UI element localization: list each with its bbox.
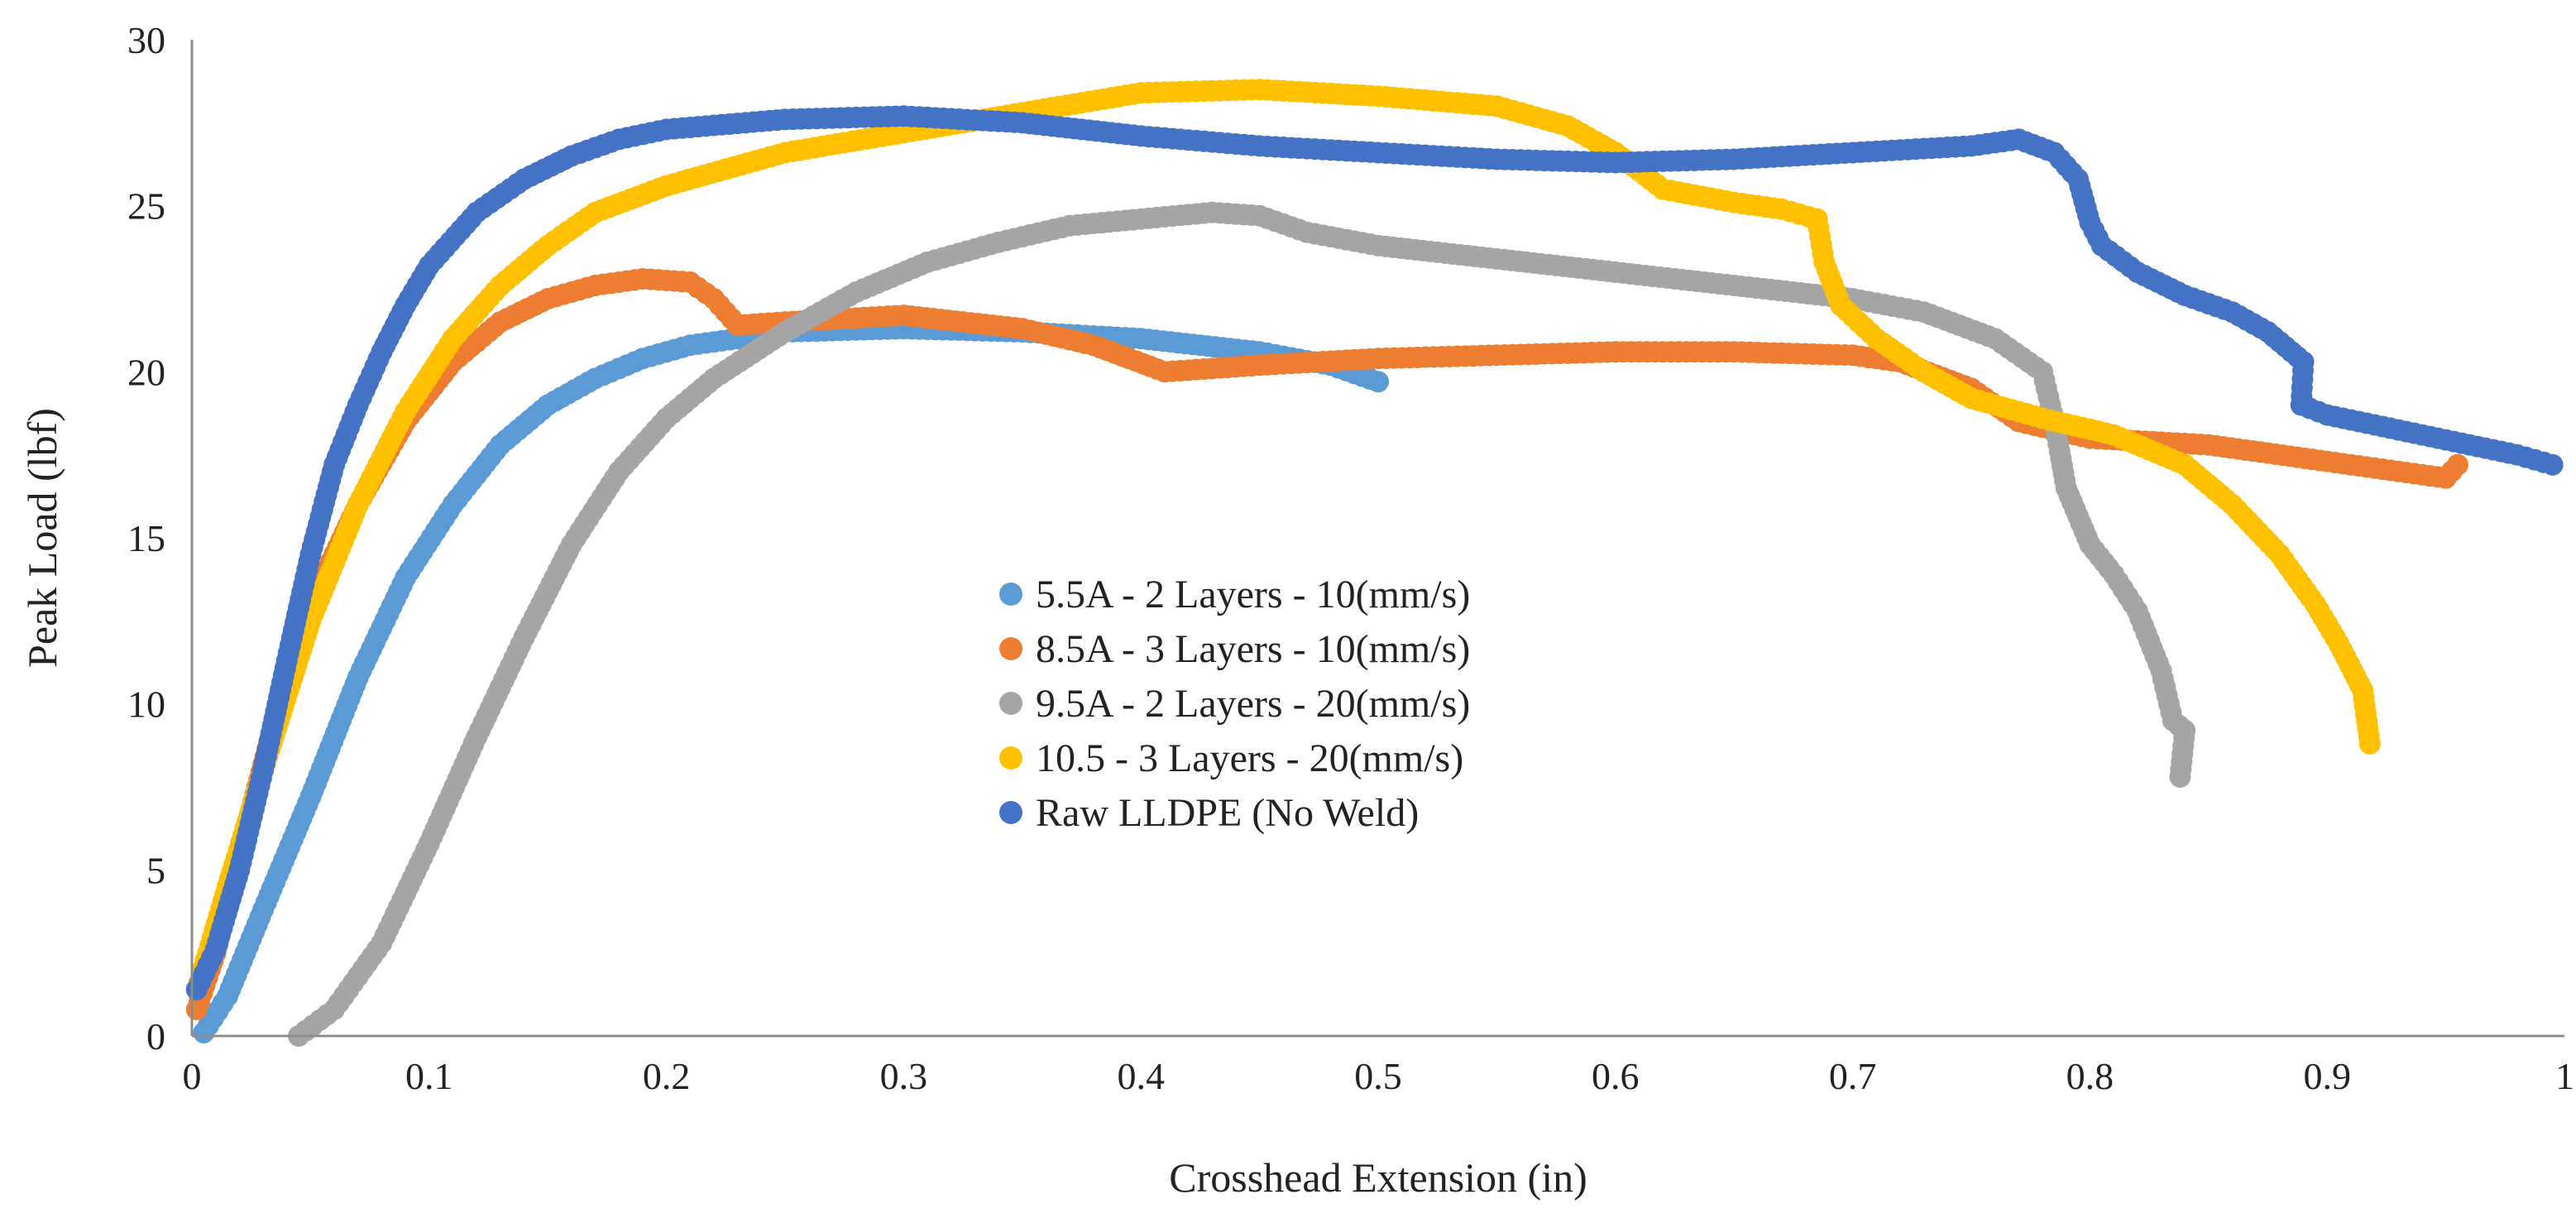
data-point (2358, 732, 2381, 755)
x-tick-label: 0.4 (1117, 1055, 1165, 1097)
data-point (1367, 371, 1389, 393)
data-point (2169, 765, 2191, 788)
x-tick-label: 0.3 (880, 1055, 928, 1097)
x-tick-label: 0.8 (2066, 1055, 2114, 1097)
legend-marker (999, 637, 1022, 660)
legend-label: 8.5A - 3 Layers - 10(mm/s) (1036, 627, 1470, 671)
legend-marker (999, 583, 1022, 606)
y-tick-labels: 0 5 10 15 20 25 30 (127, 19, 165, 1057)
series-4 (185, 105, 2564, 1000)
data-point (2541, 453, 2564, 476)
y-tick-label: 20 (127, 351, 165, 393)
x-tick-label: 0.2 (643, 1055, 691, 1097)
y-tick-label: 10 (127, 683, 165, 726)
legend-marker (999, 692, 1022, 715)
legend-marker (999, 746, 1022, 770)
x-tick-label: 0.7 (1829, 1055, 1877, 1097)
plot-area (185, 79, 2564, 1047)
y-axis-title: Peak Load (lbf) (19, 408, 65, 668)
legend-label: 9.5A - 2 Layers - 20(mm/s) (1036, 682, 1470, 726)
y-tick-label: 15 (127, 517, 165, 559)
x-tick-label: 0.9 (2303, 1055, 2351, 1097)
series-0 (193, 318, 1389, 1043)
legend: 5.5A - 2 Layers - 10(mm/s) 8.5A - 3 Layer… (999, 573, 1470, 835)
y-tick-label: 0 (146, 1015, 165, 1057)
legend-label: 5.5A - 2 Layers - 10(mm/s) (1036, 573, 1470, 616)
data-point (2446, 453, 2468, 476)
y-tick-label: 25 (127, 185, 165, 228)
x-tick-label: 1 (2555, 1055, 2574, 1097)
legend-marker (999, 801, 1022, 824)
x-tick-label: 0.5 (1354, 1055, 1402, 1097)
x-tick-label: 0.1 (405, 1055, 453, 1097)
legend-label: 10.5 - 3 Layers - 20(mm/s) (1036, 736, 1463, 780)
y-tick-label: 5 (146, 849, 165, 891)
legend-label: Raw LLDPE (No Weld) (1036, 791, 1419, 835)
series-2 (288, 201, 2196, 1047)
x-tick-labels: 0 0.1 0.2 0.3 0.4 0.5 0.6 0.7 0.8 0.9 1 (183, 1055, 2575, 1097)
x-tick-label: 0 (183, 1055, 202, 1097)
x-axis-title: Crosshead Extension (in) (1169, 1154, 1587, 1201)
x-tick-label: 0.6 (1592, 1055, 1640, 1097)
y-tick-label: 30 (127, 19, 165, 61)
